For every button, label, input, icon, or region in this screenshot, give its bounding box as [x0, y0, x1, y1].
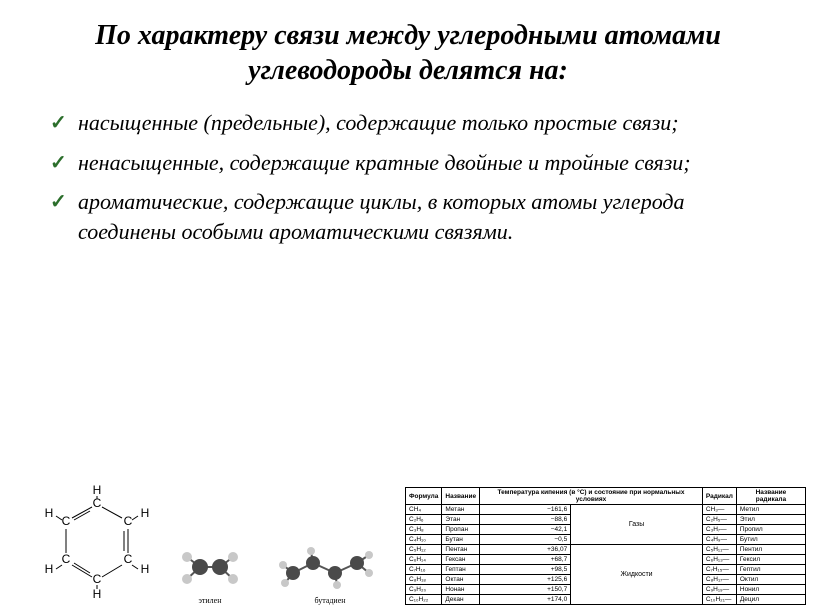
cell-radical-name: Бутил	[736, 535, 805, 545]
cell-name: Этан	[442, 515, 480, 525]
cell-temp: +125,6	[480, 575, 571, 585]
cell-radical-name: Пентил	[736, 545, 805, 555]
th-temp: Температура кипения (в °C) и состояние п…	[480, 488, 703, 505]
cell-temp: −0,5	[480, 535, 571, 545]
bullet-item: ✓ ненасыщенные, содержащие кратные двойн…	[50, 148, 776, 178]
table-row: C₅H₁₂Пентан+36,07ЖидкостиC₅H₁₁—Пентил	[406, 545, 806, 555]
cell-radical: C₃H₇—	[702, 525, 736, 535]
cell-name: Октан	[442, 575, 480, 585]
cell-formula: C₂H₆	[406, 515, 442, 525]
cell-radical: CH₃—	[702, 505, 736, 515]
th-name: Название	[442, 488, 480, 505]
cell-radical: C₆H₁₃—	[702, 555, 736, 565]
svg-text:C: C	[62, 514, 71, 528]
svg-text:H: H	[93, 587, 102, 601]
molecule-butadiene: бутадиен	[275, 539, 385, 605]
molecule-diagrams: этилен	[175, 539, 385, 605]
cell-formula: C₉H₂₀	[406, 585, 442, 595]
cell-formula: C₈H₁₈	[406, 575, 442, 585]
cell-name: Гептан	[442, 565, 480, 575]
cell-name: Декан	[442, 595, 480, 605]
cell-radical-name: Гептил	[736, 565, 805, 575]
svg-text:H: H	[93, 485, 102, 497]
hydrocarbon-table: Формула Название Температура кипения (в …	[405, 487, 806, 605]
cell-name: Пентан	[442, 545, 480, 555]
figures-row: C C C C C C H H H H H H	[40, 485, 806, 605]
slide-title: По характеру связи между углеродными ато…	[40, 18, 776, 88]
check-icon: ✓	[50, 110, 67, 137]
cell-radical-name: Октил	[736, 575, 805, 585]
cell-name: Пропан	[442, 525, 480, 535]
svg-text:H: H	[141, 562, 150, 576]
cell-name: Метан	[442, 505, 480, 515]
svg-text:H: H	[45, 506, 54, 520]
molecule-label: этилен	[198, 596, 221, 605]
bullet-item: ✓ ароматические, содержащие циклы, в кот…	[50, 187, 776, 246]
cell-formula: CH₄	[406, 505, 442, 515]
bullet-list: ✓ насыщенные (предельные), содержащие то…	[40, 108, 776, 247]
svg-text:H: H	[141, 506, 150, 520]
cell-radical-name: Этил	[736, 515, 805, 525]
cell-temp: −161,6	[480, 505, 571, 515]
cell-formula: C₄H₁₀	[406, 535, 442, 545]
cell-state: Газы	[571, 505, 703, 545]
cell-temp: +174,0	[480, 595, 571, 605]
cell-formula: C₆H₁₄	[406, 555, 442, 565]
svg-text:C: C	[124, 552, 133, 566]
cell-radical: C₇H₁₅—	[702, 565, 736, 575]
cell-temp: +98,5	[480, 565, 571, 575]
cell-formula: C₅H₁₂	[406, 545, 442, 555]
molecule-ethylene: этилен	[175, 539, 245, 605]
cell-temp: +36,07	[480, 545, 571, 555]
cell-state: Жидкости	[571, 545, 703, 605]
cell-radical: C₅H₁₁—	[702, 545, 736, 555]
svg-text:C: C	[93, 572, 102, 586]
svg-text:H: H	[45, 562, 54, 576]
cell-formula: C₃H₈	[406, 525, 442, 535]
svg-text:C: C	[62, 552, 71, 566]
bullet-item: ✓ насыщенные (предельные), содержащие то…	[50, 108, 776, 138]
cell-temp: −88,6	[480, 515, 571, 525]
bullet-text: ароматические, содержащие циклы, в котор…	[78, 189, 685, 244]
check-icon: ✓	[50, 150, 67, 177]
cell-radical-name: Пропил	[736, 525, 805, 535]
cell-formula: C₇H₁₆	[406, 565, 442, 575]
cell-radical: C₁₀H₂₁—	[702, 595, 736, 605]
cell-radical: C₄H₉—	[702, 535, 736, 545]
cell-temp: +150,7	[480, 585, 571, 595]
cell-radical-name: Нонил	[736, 585, 805, 595]
cell-radical-name: Гексил	[736, 555, 805, 565]
table-row: CH₄Метан−161,6ГазыCH₃—Метил	[406, 505, 806, 515]
cell-temp: −42,1	[480, 525, 571, 535]
cell-formula: C₁₀H₂₂	[406, 595, 442, 605]
benzene-diagram: C C C C C C H H H H H H	[40, 485, 155, 605]
th-formula: Формула	[406, 488, 442, 505]
cell-radical-name: Децил	[736, 595, 805, 605]
cell-name: Бутан	[442, 535, 480, 545]
check-icon: ✓	[50, 189, 67, 216]
th-radical-name: Название радикала	[736, 488, 805, 505]
cell-temp: +68,7	[480, 555, 571, 565]
molecule-label: бутадиен	[314, 596, 345, 605]
cell-radical: C₉H₁₉—	[702, 585, 736, 595]
cell-radical-name: Метил	[736, 505, 805, 515]
svg-text:C: C	[124, 514, 133, 528]
bullet-text: ненасыщенные, содержащие кратные двойные…	[78, 150, 691, 175]
th-radical: Радикал	[702, 488, 736, 505]
cell-radical: C₈H₁₇—	[702, 575, 736, 585]
cell-radical: C₂H₅—	[702, 515, 736, 525]
bullet-text: насыщенные (предельные), содержащие толь…	[78, 110, 679, 135]
cell-name: Гексан	[442, 555, 480, 565]
cell-name: Нонан	[442, 585, 480, 595]
